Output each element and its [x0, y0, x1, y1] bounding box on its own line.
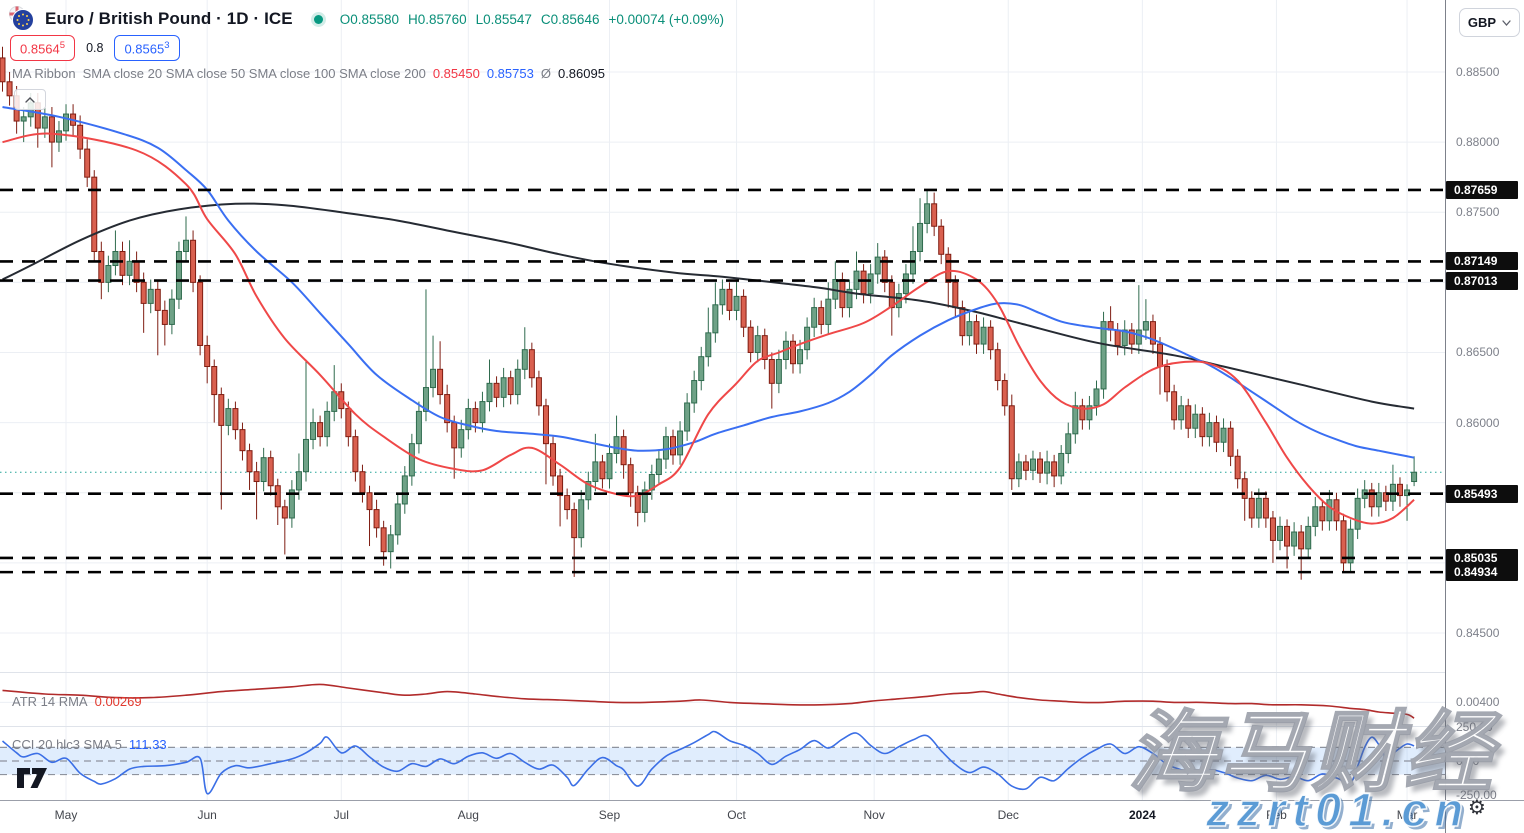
collapse-legend-button[interactable] — [14, 89, 46, 110]
atr-tick-label: 0.00400 — [1456, 695, 1500, 710]
currency-selector[interactable]: GBP — [1459, 8, 1520, 37]
sma20-line — [2, 132, 1415, 525]
ma-ribbon-settings: SMA close 20 SMA close 50 SMA close 100 … — [82, 66, 426, 81]
price-chart-canvas[interactable] — [0, 0, 1445, 800]
sma200-value: 0.86095 — [557, 66, 605, 81]
cci-line — [1, 730, 1415, 795]
price-axis-border — [1445, 0, 1446, 833]
gridlines — [0, 0, 1445, 800]
ohlc-high: H0.85760 — [408, 11, 467, 27]
atr-line — [2, 683, 1415, 719]
time-axis-label: May — [54, 808, 78, 822]
time-axis-label: Jul — [333, 808, 349, 822]
cci-tick-label: -250.00 — [1456, 787, 1497, 802]
pane-separator-cci[interactable] — [0, 726, 1445, 727]
time-axis-label: Aug — [457, 808, 479, 822]
sma20-value: 0.85450 — [432, 66, 480, 81]
symbol-header: Euro / British Pound · 1D · ICE O0.85580… — [10, 7, 724, 31]
ma-ribbon-lines — [2, 106, 1415, 525]
price-level-badge: 0.87149 — [1446, 252, 1518, 271]
market-status-dot-icon[interactable] — [313, 14, 323, 24]
price-level-badge: 0.87013 — [1446, 271, 1518, 290]
ma-ribbon-legend[interactable]: MA Ribbon SMA close 20 SMA close 50 SMA … — [12, 66, 605, 81]
price-level-badge: 0.87659 — [1446, 180, 1518, 199]
time-axis-label: Mar — [1396, 808, 1418, 822]
time-axis-label: Dec — [997, 808, 1019, 822]
sell-button[interactable]: 0.85645 — [10, 34, 76, 62]
cci-band — [0, 746, 1445, 776]
settings-gear-icon[interactable]: ⚙ — [1468, 797, 1486, 819]
buy-button[interactable]: 0.85653 — [114, 34, 180, 62]
quote-panel: 0.85645 0.8 0.85653 — [10, 34, 180, 62]
time-axis-label: Nov — [863, 808, 885, 822]
price-tick-label: 0.86500 — [1456, 345, 1500, 360]
watermark-cn: 海马财经 — [1127, 702, 1497, 803]
pane-separator-atr[interactable] — [0, 672, 1445, 673]
time-axis-label: Feb — [1266, 808, 1287, 822]
sma50-value: 0.85753 — [486, 66, 534, 81]
candlesticks-layer — [0, 46, 1418, 580]
tradingview-logo-icon[interactable] — [16, 766, 48, 790]
time-axis-border — [0, 800, 1524, 801]
atr-name: ATR 14 RMA — [12, 694, 88, 709]
price-level-badge: 0.85035 — [1446, 548, 1518, 567]
cci-legend[interactable]: CCI 20 hlc3 SMA 5 111.33 — [12, 737, 167, 752]
sma50-line — [2, 106, 1415, 459]
price-tick-label: 0.86000 — [1456, 415, 1500, 430]
ohlc-low: L0.85547 — [475, 11, 532, 27]
chevron-up-icon — [25, 96, 35, 103]
ma-ribbon-name: MA Ribbon — [12, 66, 76, 81]
time-axis-label: Sep — [598, 808, 621, 822]
ohlc-close: C0.85646 — [540, 11, 600, 27]
price-level-badge: 0.85493 — [1446, 484, 1518, 503]
watermark-url: zzrt01.cn — [1205, 782, 1471, 833]
time-axis-label: Oct — [727, 808, 746, 822]
ohlc-readout: O0.85580 H0.85760 L0.85547 C0.85646 +0.0… — [340, 12, 724, 27]
currency-label: GBP — [1467, 15, 1497, 30]
cci-value: 111.33 — [128, 737, 167, 752]
cci-tick-label: 250.00 — [1456, 720, 1493, 734]
spread-value: 0.8 — [86, 41, 104, 55]
symbol-title[interactable]: Euro / British Pound · 1D · ICE — [45, 9, 293, 28]
ohlc-open: O0.85580 — [339, 11, 400, 27]
cci-name: CCI 20 hlc3 SMA 5 — [12, 737, 122, 752]
time-axis[interactable]: May Jun Jul Aug Sep Oct Nov Dec 2024 Feb Mar — [0, 801, 1445, 833]
currency-pair-icon — [9, 6, 34, 31]
price-axis[interactable]: 0.88500 0.88000 0.87500 0.86500 0.86000 0.845… — [1446, 0, 1524, 802]
atr-value: 0.00269 — [94, 694, 142, 709]
time-axis-label: 2024 — [1129, 808, 1156, 822]
chevron-down-icon — [1502, 19, 1511, 26]
price-tick-label: 0.87500 — [1456, 205, 1500, 220]
cci-tick-label: 0.00 — [1456, 753, 1480, 768]
price-level-badge: 0.84934 — [1446, 563, 1518, 582]
price-tick-label: 0.88500 — [1456, 64, 1500, 79]
time-axis-label: Jun — [197, 808, 217, 822]
price-tick-label: 0.84500 — [1456, 626, 1500, 640]
sma100-value: Ø — [540, 66, 551, 81]
atr-legend[interactable]: ATR 14 RMA 0.00269 — [12, 694, 142, 709]
ohlc-change: +0.00074 (+0.09%) — [608, 11, 725, 27]
price-tick-label: 0.88000 — [1456, 135, 1500, 150]
